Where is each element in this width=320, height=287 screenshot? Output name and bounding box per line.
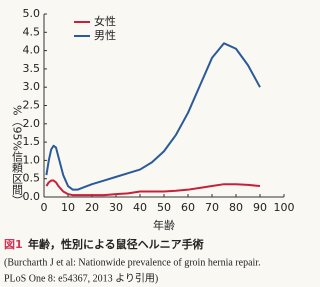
x-tick-label: 20 <box>85 201 99 214</box>
x-tick-label: 0 <box>41 201 48 214</box>
x-tick-label: 100 <box>274 201 295 214</box>
source-line: PLoS One 8: e54367, 2013 より引用) <box>4 272 158 284</box>
x-tick-label: 80 <box>229 201 243 214</box>
x-tick-label: 70 <box>205 201 219 214</box>
figure-title: 年齢，性別による鼠径ヘルニア手術 <box>28 237 204 251</box>
figure-label: 図1 <box>4 237 23 251</box>
y-tick-label: 2.5 <box>23 99 41 112</box>
x-tick-label: 90 <box>253 201 267 214</box>
x-tick-label: 60 <box>181 201 195 214</box>
x-tick-label: 30 <box>109 201 123 214</box>
x-tick-label: 40 <box>133 201 147 214</box>
y-tick-label: 0.0 <box>23 190 41 203</box>
line-series <box>45 179 261 197</box>
source-line: (Burcharth J et al: Nationwide prevalenc… <box>4 257 261 268</box>
x-tick-label: 50 <box>157 201 171 214</box>
x-axis-label: 年齢 <box>153 218 175 232</box>
y-tick-label: 3.5 <box>23 62 41 75</box>
x-tick-label: 10 <box>61 201 75 214</box>
y-tick-label: 4.0 <box>23 44 41 57</box>
y-tick-label: 1.0 <box>23 153 41 166</box>
legend-label: 女性 <box>94 14 116 28</box>
y-tick-label: 4.5 <box>23 25 41 38</box>
y-tick-label: 2.0 <box>23 117 41 130</box>
line-series <box>45 42 261 191</box>
y-tick-label: 1.5 <box>23 135 41 148</box>
y-tick-label: 0.5 <box>23 172 41 185</box>
figure: %（95%信頼区間） 年齢 図1 年齢，性別による鼠径ヘルニア手術 (Burch… <box>4 7 295 284</box>
legend-label: 男性 <box>94 28 116 42</box>
y-axis-label: %（95%信頼区間） <box>11 105 24 206</box>
y-tick-label: 3.0 <box>23 80 41 93</box>
y-tick-label: 5.0 <box>23 7 41 20</box>
